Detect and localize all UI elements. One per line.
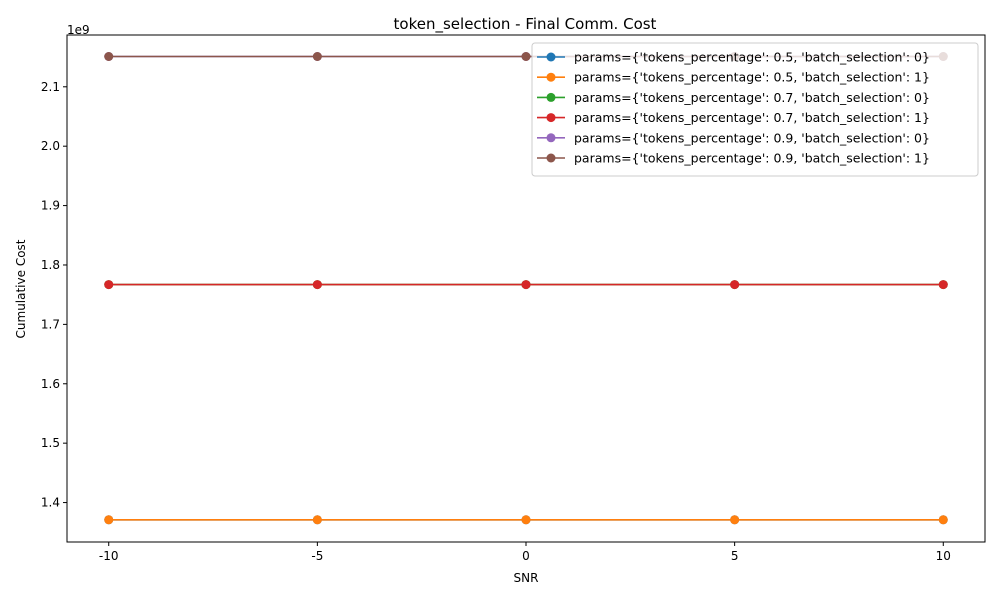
- data-point: [104, 52, 114, 62]
- series-2: [104, 515, 948, 525]
- x-tick-label: 5: [731, 549, 739, 563]
- y-tick-label: 1.6: [41, 377, 60, 391]
- data-point: [938, 280, 948, 290]
- legend-entry: params={'tokens_percentage': 0.7, 'batch…: [537, 90, 930, 105]
- legend-entry: params={'tokens_percentage': 0.5, 'batch…: [537, 50, 930, 65]
- data-point: [521, 515, 531, 525]
- data-point: [521, 280, 531, 290]
- legend-label: params={'tokens_percentage': 0.9, 'batch…: [574, 151, 930, 166]
- legend-marker: [546, 72, 556, 82]
- y-axis-label: Cumulative Cost: [14, 239, 28, 338]
- legend-label: params={'tokens_percentage': 0.7, 'batch…: [574, 110, 930, 125]
- data-point: [938, 515, 948, 525]
- y-axis-ticks: 1.4 1.5 1.6 1.7 1.8 1.9 2.0 2.1: [41, 80, 67, 510]
- y-offset-text: 1e9: [67, 23, 90, 37]
- x-axis-ticks: -10 -5 0 5 10: [99, 542, 951, 563]
- legend-marker: [546, 92, 556, 102]
- x-tick-label: -5: [311, 549, 323, 563]
- legend-marker: [546, 52, 556, 62]
- y-tick-label: 1.9: [41, 199, 60, 213]
- legend-marker: [546, 153, 556, 163]
- legend-box: [531, 42, 979, 177]
- series-4: [104, 280, 948, 290]
- data-point: [104, 515, 114, 525]
- chart-title: token_selection - Final Comm. Cost: [394, 15, 657, 34]
- data-point: [730, 515, 740, 525]
- x-tick-label: -10: [99, 549, 119, 563]
- legend-label: params={'tokens_percentage': 0.5, 'batch…: [574, 50, 930, 65]
- legend-label: params={'tokens_percentage': 0.5, 'batch…: [574, 70, 930, 85]
- legend-label: params={'tokens_percentage': 0.7, 'batch…: [574, 90, 930, 105]
- data-point: [104, 280, 114, 290]
- y-tick-label: 2.1: [41, 80, 60, 94]
- data-point: [312, 515, 322, 525]
- legend-label: params={'tokens_percentage': 0.9, 'batch…: [574, 130, 930, 145]
- data-point: [521, 52, 531, 62]
- data-point: [312, 280, 322, 290]
- legend-entry: params={'tokens_percentage': 0.5, 'batch…: [537, 70, 930, 85]
- legend-entry: params={'tokens_percentage': 0.9, 'batch…: [537, 130, 930, 145]
- data-point: [312, 52, 322, 62]
- data-point: [730, 280, 740, 290]
- legend: params={'tokens_percentage': 0.5, 'batch…: [531, 42, 979, 177]
- y-tick-label: 1.8: [41, 258, 60, 272]
- y-tick-label: 1.5: [41, 436, 60, 450]
- x-tick-label: 10: [936, 549, 951, 563]
- legend-marker: [546, 133, 556, 143]
- x-axis-label: SNR: [514, 571, 539, 585]
- y-tick-label: 1.4: [41, 496, 60, 510]
- y-tick-label: 2.0: [41, 139, 60, 153]
- x-tick-label: 0: [522, 549, 530, 563]
- legend-entry: params={'tokens_percentage': 0.9, 'batch…: [537, 151, 930, 166]
- legend-entry: params={'tokens_percentage': 0.7, 'batch…: [537, 110, 930, 125]
- legend-marker: [546, 113, 556, 123]
- y-tick-label: 1.7: [41, 317, 60, 331]
